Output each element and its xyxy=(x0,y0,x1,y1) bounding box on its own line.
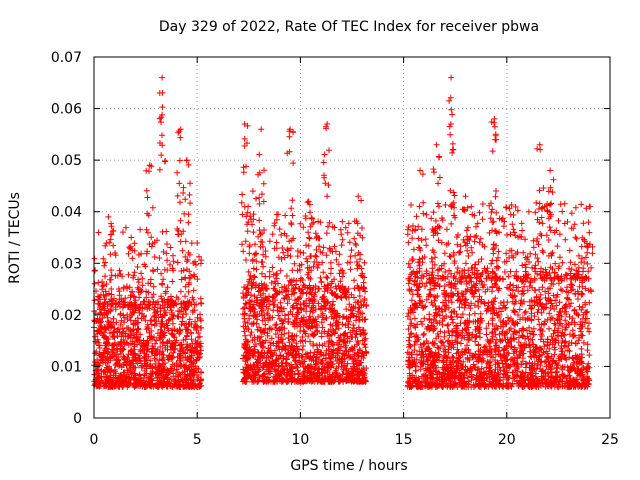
y-tick-label: 0.06 xyxy=(51,102,82,118)
x-tick-labels: 0 5 10 15 20 25 xyxy=(90,432,619,448)
x-tick-label: 0 xyxy=(90,432,99,448)
data-points xyxy=(91,74,596,391)
x-tick-label: 5 xyxy=(193,432,202,448)
chart-title: Day 329 of 2022, Rate Of TEC Index for r… xyxy=(159,19,539,35)
x-tick-label: 15 xyxy=(395,432,413,448)
y-tick-label: 0.02 xyxy=(51,308,82,324)
y-axis-label: ROTI / TECUs xyxy=(7,192,23,284)
x-axis-label: GPS time / hours xyxy=(290,458,407,474)
y-tick-label: 0.03 xyxy=(51,256,82,272)
y-tick-label: 0.01 xyxy=(51,359,82,375)
axis-ticks xyxy=(93,56,611,419)
y-tick-label: 0.04 xyxy=(51,205,82,221)
y-tick-labels: 0 0.01 0.02 0.03 0.04 0.05 0.06 0.07 xyxy=(51,50,82,427)
scatter-markers xyxy=(91,74,596,391)
y-tick-label: 0.07 xyxy=(51,50,82,66)
plot-frame xyxy=(93,56,611,419)
x-tick-label: 10 xyxy=(291,432,309,448)
x-tick-label: 20 xyxy=(498,432,516,448)
x-tick-label: 25 xyxy=(601,432,619,448)
y-tick-label: 0 xyxy=(73,411,82,427)
y-tick-label: 0.05 xyxy=(51,153,82,169)
